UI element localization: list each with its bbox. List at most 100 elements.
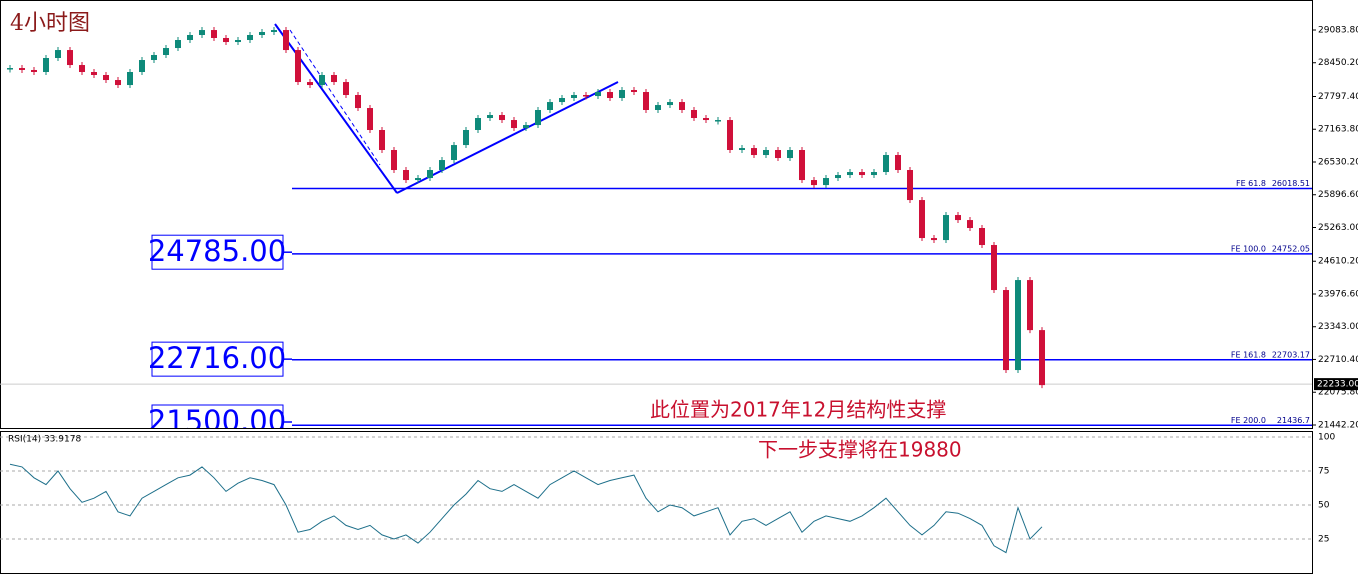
y-tick-label: 23343.00 — [1318, 322, 1358, 332]
candle-body — [7, 68, 13, 70]
candle-body — [943, 215, 949, 241]
candle-body — [67, 50, 73, 66]
rsi-line — [9, 463, 1043, 554]
candle-body — [415, 178, 421, 181]
main-panel — [0, 0, 1313, 429]
current-price-label: 22233.00 — [1317, 380, 1358, 390]
y-tick-label: 23976.60 — [1318, 289, 1358, 299]
candle-body — [199, 30, 205, 35]
candle-body — [163, 48, 169, 55]
y-tick-label: 22710.40 — [1318, 355, 1358, 365]
level-box-label: 22716.00 — [148, 341, 286, 375]
candle-body — [919, 200, 925, 239]
candle-body — [79, 65, 85, 73]
rsi-plot: 100 75 50 25 — [0, 433, 1335, 554]
candle-body — [55, 50, 61, 58]
level-box-label: 21500.00 — [148, 404, 286, 438]
candle-body — [31, 69, 37, 73]
y-tick-label: 25 — [1318, 535, 1329, 545]
candle-body — [607, 92, 613, 99]
candle-body — [535, 109, 541, 126]
candle-body — [175, 40, 181, 49]
candle-body — [463, 130, 469, 146]
candle-body — [343, 82, 349, 96]
candle-body — [571, 95, 577, 99]
candle-body — [307, 82, 313, 86]
y-tick-label: 28450.20 — [1318, 58, 1358, 68]
candle-body — [799, 150, 805, 181]
candle-body — [487, 115, 493, 119]
candle-body — [115, 80, 121, 86]
candle-body — [103, 75, 109, 81]
candle-body — [619, 89, 625, 99]
candle-body — [775, 150, 781, 159]
candle-body — [679, 102, 685, 110]
candle-body — [979, 228, 985, 246]
candle-body — [283, 30, 289, 51]
price-plot: 26018.51 FE 61.8 24752.05 FE 100.0 22703.17 F… — [0, 23, 1312, 438]
trend-line — [396, 81, 619, 194]
candle-body — [235, 40, 241, 43]
candle-body — [847, 172, 853, 176]
candle-body — [559, 98, 565, 103]
candle-body — [835, 175, 841, 179]
candle-body — [631, 89, 637, 93]
candle-body — [655, 105, 661, 110]
candle-body — [907, 170, 913, 201]
candle-body — [763, 150, 769, 156]
trend-line-dashed — [289, 29, 381, 166]
candle-body — [967, 220, 973, 229]
level-box — [151, 234, 284, 270]
candle-body — [187, 34, 193, 41]
rsi-panel — [0, 431, 1313, 574]
candle-body — [691, 109, 697, 119]
candle-body — [499, 115, 505, 121]
y-tick-label: 100 — [1318, 433, 1335, 443]
candle-body — [787, 150, 793, 159]
candle-body — [739, 148, 745, 151]
y-tick-label: 25263.00 — [1318, 223, 1358, 233]
candle-body — [319, 75, 325, 86]
fe-level-value: 21436.7 — [1277, 416, 1310, 425]
candle-body — [451, 145, 457, 161]
candle-body — [295, 50, 301, 83]
candle-body — [139, 60, 145, 73]
candle-body — [211, 30, 217, 38]
current-price-marker — [1314, 378, 1358, 391]
candle-body — [595, 92, 601, 97]
candle-body — [859, 172, 865, 176]
candle-body — [931, 238, 937, 241]
candle-body — [727, 120, 733, 151]
y-tick-label: 25896.60 — [1318, 190, 1358, 200]
rsi-title: RSI(14) 33.9178 — [8, 435, 81, 445]
candle-body — [583, 95, 589, 97]
y-tick-label: 75 — [1318, 467, 1329, 477]
candle-body — [991, 245, 997, 291]
y-tick-label: 24610.20 — [1318, 257, 1358, 267]
candle-body — [511, 120, 517, 129]
level-box — [151, 404, 284, 428]
candle-body — [223, 37, 229, 43]
candle-body — [823, 178, 829, 186]
candle-body — [355, 95, 361, 109]
fe-level-value: 22703.17 — [1272, 350, 1310, 359]
candle-body — [379, 130, 385, 151]
candle-body — [259, 31, 265, 35]
fe-level-value: 26018.51 — [1272, 179, 1310, 188]
candle-body — [391, 150, 397, 171]
candle-body — [547, 102, 553, 110]
level-box — [151, 341, 284, 377]
y-tick-label: 50 — [1318, 501, 1330, 511]
y-tick-label: 26530.20 — [1318, 157, 1358, 167]
candle-body — [427, 170, 433, 179]
y-tick-label: 22075.80 — [1318, 388, 1358, 398]
annotation: 下一步支撑将在19880 — [758, 438, 962, 462]
candle-body — [1003, 290, 1009, 371]
candle-body — [403, 170, 409, 181]
candle-body — [1039, 330, 1045, 386]
candle-body — [883, 155, 889, 173]
candle-body — [331, 75, 337, 83]
candle-body — [643, 92, 649, 110]
